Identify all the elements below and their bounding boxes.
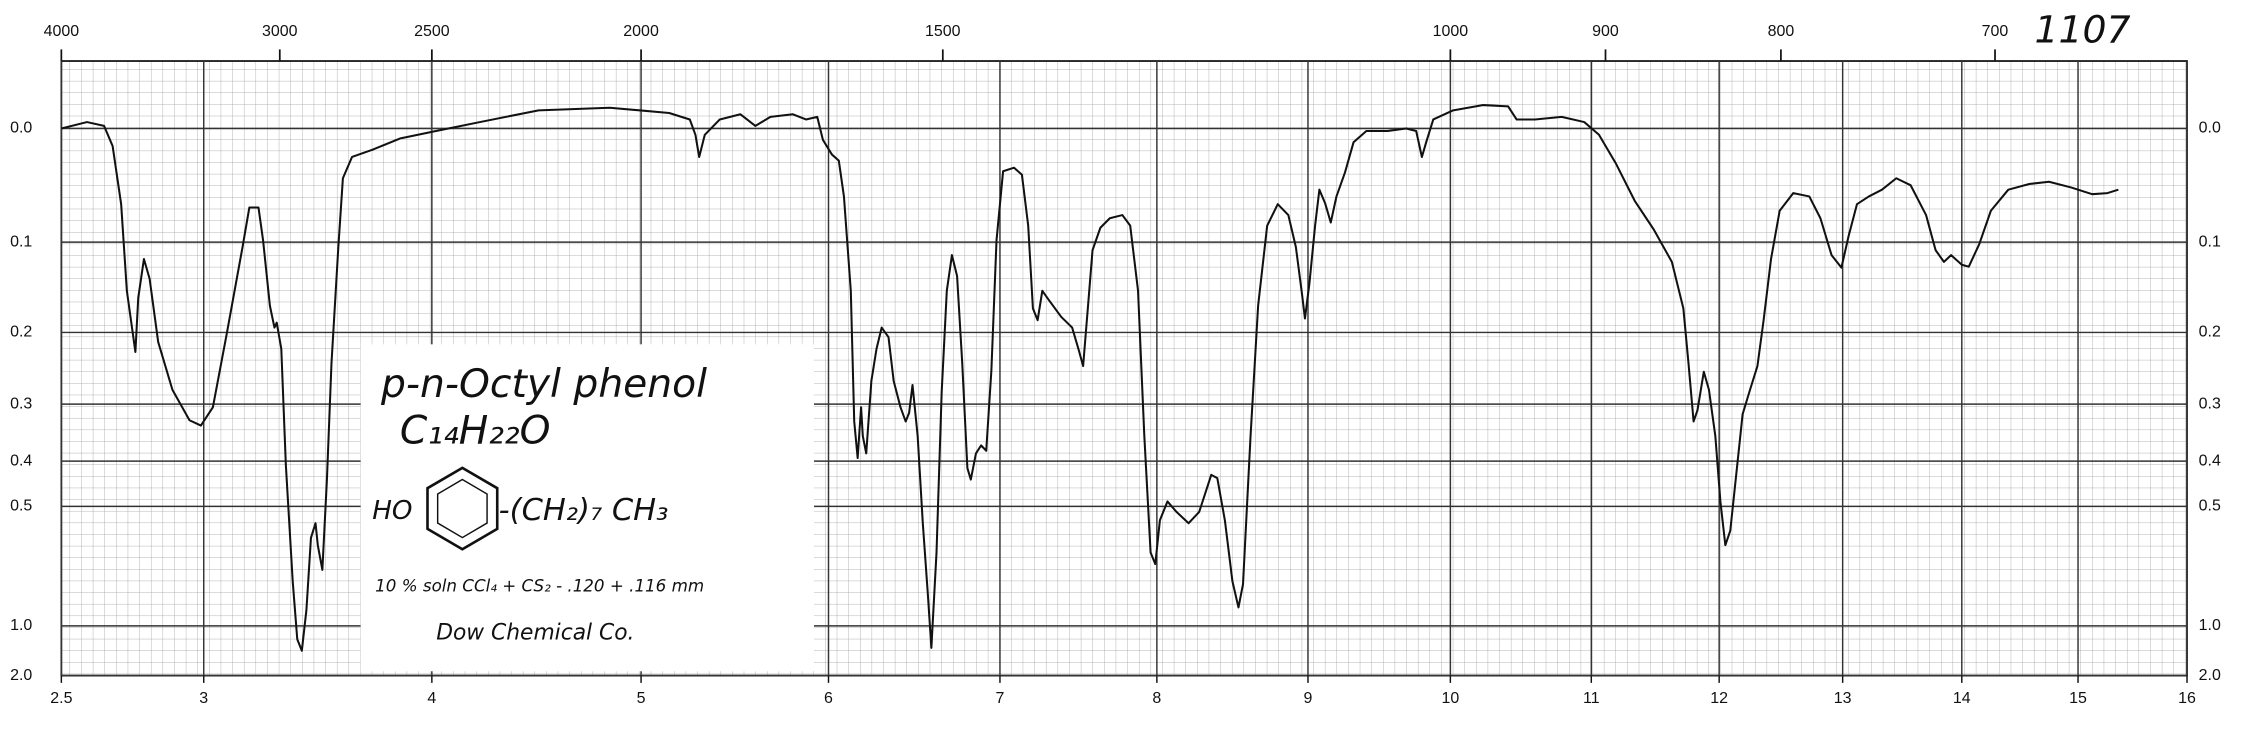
x-tick-label: 16	[2178, 690, 2196, 707]
benzene-ring	[426, 466, 499, 551]
y-tick-label: 0.0	[10, 120, 32, 137]
x2-tick-label: 700	[1982, 23, 2009, 40]
y-tick-label: 1.0	[10, 617, 32, 634]
x-tick-label: 15	[2069, 690, 2087, 707]
x2-tick-label: 1500	[925, 23, 961, 40]
hydroxyl: HO	[372, 496, 412, 526]
y-tick-label-right: 2.0	[2199, 667, 2221, 684]
x2-tick-label: 2500	[414, 23, 450, 40]
x2-tick-label: 3000	[262, 23, 298, 40]
x2-tick-label: 2000	[623, 23, 659, 40]
x2-tick-label: 4000	[44, 23, 80, 40]
y-tick-label-right: 0.5	[2199, 498, 2221, 515]
x-tick-label: 11	[1583, 690, 1600, 707]
x-tick-label: 9	[1304, 690, 1313, 707]
formula: C₁₄H₂₂O	[400, 408, 551, 453]
spectrum-number: 1107	[2034, 7, 2130, 51]
compound-name: p-n-Octyl phenol	[380, 362, 707, 407]
label-box: p-n-Octyl phenol C₁₄H₂₂O HO -(CH₂)₇ CH₃ …	[360, 344, 814, 672]
x-tick-label: 8	[1152, 690, 1161, 707]
y-tick-label-right: 0.2	[2199, 324, 2221, 341]
y-tick-label-right: 0.3	[2199, 395, 2221, 412]
x-tick-label: 14	[1953, 690, 1971, 707]
y-tick-label: 0.5	[10, 498, 32, 515]
alkyl-chain: -(CH₂)₇ CH₃	[499, 493, 669, 528]
label-box-bg	[360, 344, 814, 672]
x-tick-label: 3	[199, 690, 208, 707]
y-tick-label: 0.4	[10, 452, 32, 469]
spectrum	[61, 104, 2119, 652]
x-tick-label: 4	[427, 690, 436, 707]
y-tick-label: 0.1	[10, 233, 32, 250]
source: Dow Chemical Co.	[436, 620, 634, 645]
x-tick-label: 5	[637, 690, 646, 707]
y-tick-label: 0.2	[10, 324, 32, 341]
y-tick-label-right: 1.0	[2199, 617, 2221, 634]
x-tick-label: 13	[1834, 690, 1852, 707]
y-tick-label: 2.0	[10, 667, 32, 684]
ring-inner	[436, 478, 488, 539]
x2-tick-label: 900	[1592, 23, 1619, 40]
x2-tick-label: 800	[1768, 23, 1795, 40]
x-tick-label: 7	[996, 690, 1005, 707]
spectrum-line	[61, 104, 2119, 652]
x2-tick-label: 1000	[1433, 23, 1469, 40]
x-tick-label: 2.5	[50, 690, 72, 707]
x-tick-label: 6	[824, 690, 833, 707]
y-tick-label: 0.3	[10, 395, 32, 412]
y-tick-label-right: 0.4	[2199, 452, 2221, 469]
sample-note: 10 % soln CCl₄ + CS₂ - .120 + .116 mm	[375, 575, 704, 595]
y-tick-label-right: 0.1	[2199, 233, 2221, 250]
x-tick-label: 12	[1710, 690, 1728, 707]
x-tick-label: 10	[1441, 690, 1459, 707]
y-tick-label-right: 0.0	[2199, 120, 2221, 137]
